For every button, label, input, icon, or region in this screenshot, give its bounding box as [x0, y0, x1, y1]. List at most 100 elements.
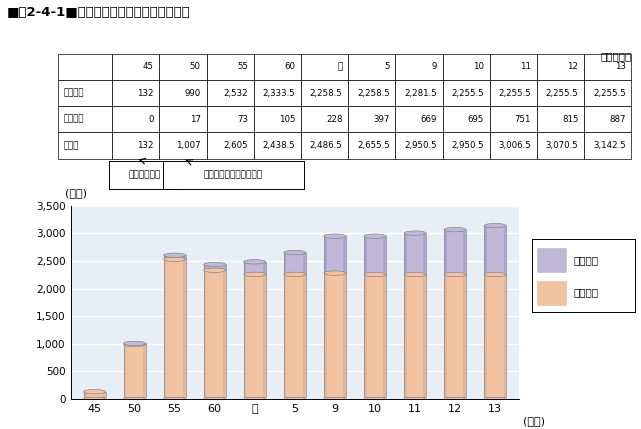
Text: 一般補助: 一般補助: [573, 287, 598, 297]
Ellipse shape: [204, 268, 226, 272]
Bar: [584, 106, 631, 133]
Bar: [537, 80, 584, 106]
Ellipse shape: [124, 341, 146, 346]
Text: 元: 元: [337, 62, 342, 71]
Bar: [484, 226, 506, 275]
Bar: [484, 275, 506, 397]
Ellipse shape: [364, 272, 386, 277]
Ellipse shape: [324, 234, 346, 239]
Bar: [303, 275, 306, 397]
Ellipse shape: [284, 397, 306, 401]
Bar: [395, 133, 442, 159]
Bar: [584, 133, 631, 159]
Text: 2,281.5: 2,281.5: [404, 88, 437, 97]
Bar: [83, 392, 106, 397]
Ellipse shape: [364, 234, 386, 239]
Text: 9: 9: [431, 62, 437, 71]
Bar: [395, 106, 442, 133]
Text: 669: 669: [420, 115, 437, 124]
Bar: [364, 275, 367, 397]
Bar: [442, 133, 490, 159]
Ellipse shape: [204, 397, 226, 401]
Bar: [537, 133, 584, 159]
Bar: [244, 275, 246, 397]
Bar: [204, 264, 226, 270]
Ellipse shape: [484, 397, 506, 401]
Text: 2,258.5: 2,258.5: [357, 88, 390, 97]
Bar: [442, 80, 490, 106]
Bar: [395, 54, 442, 80]
Ellipse shape: [204, 262, 226, 267]
Text: 751: 751: [515, 115, 531, 124]
Bar: [424, 275, 426, 397]
Bar: [160, 80, 206, 106]
Bar: [383, 236, 386, 275]
Bar: [348, 80, 395, 106]
Ellipse shape: [484, 224, 506, 228]
Bar: [254, 54, 301, 80]
Text: 一般補助: 一般補助: [63, 88, 84, 97]
Bar: [163, 255, 186, 259]
Bar: [244, 262, 246, 275]
Bar: [444, 275, 466, 397]
Bar: [284, 275, 287, 397]
Text: 特別補助: 特別補助: [63, 115, 84, 124]
Text: 105: 105: [279, 115, 296, 124]
Bar: [404, 275, 426, 397]
Bar: [404, 275, 426, 397]
Bar: [301, 80, 348, 106]
Bar: [204, 270, 226, 397]
Text: (年度): (年度): [523, 416, 545, 426]
Text: 単位：億円: 単位：億円: [600, 51, 631, 61]
Text: 132: 132: [137, 88, 154, 97]
Bar: [206, 54, 254, 80]
Bar: [324, 236, 346, 273]
Bar: [364, 236, 386, 275]
Text: 合　計: 合 計: [63, 141, 79, 150]
Text: ■図2-4-1■私立大学等経常費補助金の推移: ■図2-4-1■私立大学等経常費補助金の推移: [6, 6, 190, 19]
Ellipse shape: [404, 231, 426, 236]
Bar: [537, 248, 566, 272]
Bar: [344, 273, 346, 397]
Bar: [444, 230, 466, 275]
Bar: [244, 262, 266, 275]
Bar: [444, 275, 447, 397]
Bar: [303, 253, 306, 275]
Text: 2,255.5: 2,255.5: [593, 88, 626, 97]
Bar: [284, 253, 306, 275]
Bar: [324, 236, 326, 273]
Ellipse shape: [163, 397, 186, 401]
Bar: [484, 275, 487, 397]
Bar: [348, 54, 395, 80]
Bar: [163, 255, 186, 259]
Bar: [364, 236, 367, 275]
Text: 2,605: 2,605: [224, 141, 248, 150]
Ellipse shape: [324, 397, 346, 401]
Bar: [442, 54, 490, 80]
Bar: [444, 230, 447, 275]
Bar: [442, 106, 490, 133]
Ellipse shape: [163, 253, 186, 257]
Bar: [206, 133, 254, 159]
Text: 11: 11: [520, 62, 531, 71]
Bar: [204, 270, 206, 397]
Bar: [160, 106, 206, 133]
Bar: [124, 344, 146, 397]
Text: 990: 990: [185, 88, 201, 97]
Bar: [204, 270, 226, 397]
Bar: [244, 262, 266, 275]
Text: 60: 60: [284, 62, 296, 71]
Ellipse shape: [444, 397, 466, 401]
Bar: [163, 259, 186, 397]
Text: 2,255.5: 2,255.5: [499, 88, 531, 97]
Bar: [124, 344, 146, 397]
Bar: [364, 236, 386, 275]
Ellipse shape: [364, 397, 386, 401]
Bar: [223, 264, 226, 270]
Ellipse shape: [244, 397, 266, 401]
Bar: [404, 233, 426, 275]
Bar: [284, 253, 306, 275]
Bar: [484, 226, 506, 275]
Text: 228: 228: [326, 115, 342, 124]
Bar: [463, 230, 466, 275]
